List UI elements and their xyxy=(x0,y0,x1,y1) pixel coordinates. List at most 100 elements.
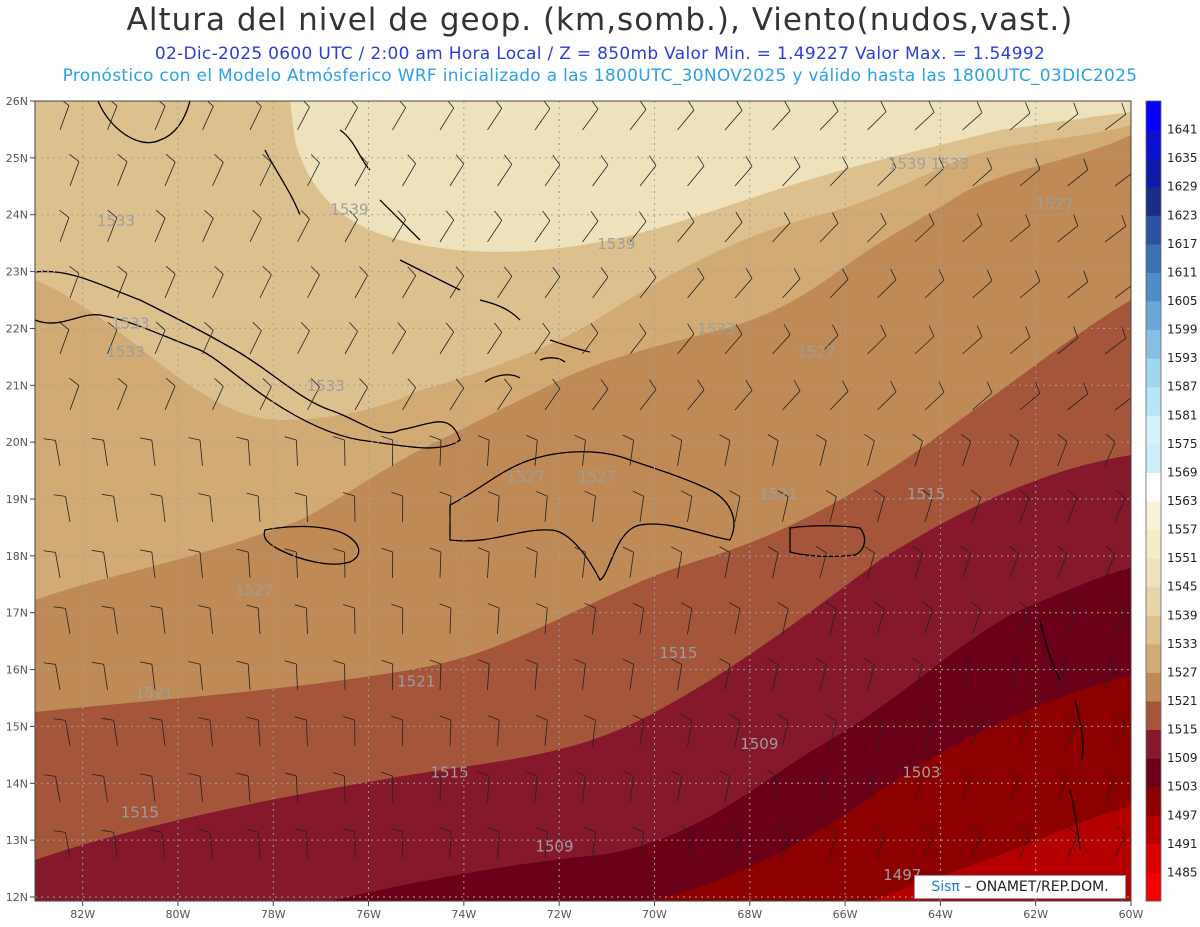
wind-barb-staff xyxy=(1057,337,1079,355)
wind-barb-feather xyxy=(43,438,56,441)
wind-barb-staff xyxy=(151,664,156,691)
wind-barb-feather xyxy=(236,548,249,553)
wind-barb-feather xyxy=(970,825,981,834)
wind-barb-staff xyxy=(439,440,442,467)
wind-barb-feather xyxy=(101,829,114,833)
wind-barb-staff xyxy=(972,609,982,635)
field-1539 xyxy=(35,101,1131,420)
wind-barb-feather xyxy=(864,433,875,442)
wind-barb-feather xyxy=(206,101,214,107)
contour-label: 1533 xyxy=(106,343,144,361)
wind-barb-feather xyxy=(960,657,971,666)
wind-barb-feather xyxy=(198,605,211,609)
wind-barb-staff xyxy=(249,106,262,131)
wind-barb-staff xyxy=(449,720,452,747)
wind-barb-staff xyxy=(972,497,982,523)
wind-barb-feather xyxy=(504,154,513,165)
wind-barb-staff xyxy=(154,329,166,355)
wind-barb-staff xyxy=(534,332,551,355)
wind-barb-staff xyxy=(344,331,358,355)
wind-barb-feather xyxy=(455,378,465,389)
colorbar-swatch xyxy=(1146,643,1161,673)
colorbar-label: 1629 xyxy=(1167,180,1198,194)
wind-barb-staff xyxy=(677,333,695,355)
lon-tick-label: 70W xyxy=(642,908,667,921)
colorbar-label: 1563 xyxy=(1167,494,1198,508)
wind-barb-staff xyxy=(449,496,452,523)
wind-barb-staff xyxy=(972,168,993,187)
contour-label: 1539 xyxy=(888,155,926,173)
wind-barb-feather xyxy=(767,434,779,441)
wind-barb-staff xyxy=(819,335,839,355)
wind-barb-staff xyxy=(151,440,156,467)
hispaniola-coast xyxy=(449,451,735,581)
wind-barb-feather xyxy=(381,547,393,553)
wind-barb-staff xyxy=(877,496,885,523)
wind-barb-staff xyxy=(724,440,731,467)
wind-barb-feather xyxy=(815,658,827,666)
wind-barb-feather xyxy=(1115,713,1126,723)
wind-barb-staff xyxy=(534,552,538,579)
wind-barb-staff xyxy=(867,776,875,803)
wind-barb-staff xyxy=(677,664,683,691)
wind-barb-staff xyxy=(914,111,935,131)
wind-barb-feather xyxy=(349,210,358,220)
wind-barb-staff xyxy=(914,553,923,579)
wind-barb-staff xyxy=(487,332,503,355)
wind-barb-feather xyxy=(590,323,599,334)
wind-barb-feather xyxy=(204,321,214,331)
wind-barb-feather xyxy=(793,156,801,168)
wind-barb-staff xyxy=(829,391,849,411)
wind-barb-staff xyxy=(55,776,61,803)
wind-barb-feather xyxy=(359,154,368,164)
colorbar-swatch xyxy=(1146,586,1161,616)
wind-barb-feather xyxy=(59,321,70,330)
wind-barb-staff xyxy=(629,333,647,355)
wind-barb-feather xyxy=(477,547,490,553)
wind-barb-feather xyxy=(680,490,692,497)
colorbar-swatch xyxy=(1146,301,1161,331)
wind-barb-feather xyxy=(91,661,104,665)
wind-barb-feather xyxy=(767,546,779,553)
wind-barb-feather xyxy=(107,321,118,331)
wind-barb-feather xyxy=(825,714,837,722)
wind-barb-staff xyxy=(297,106,310,131)
wind-barb-feather xyxy=(784,101,791,112)
colorbar-swatch xyxy=(1146,272,1161,302)
wind-barb-feather xyxy=(439,603,452,609)
wind-barb-staff xyxy=(247,776,251,803)
wind-barb-feather xyxy=(680,602,692,609)
wind-barb-staff xyxy=(639,277,657,299)
wind-barb-staff xyxy=(819,223,839,243)
wind-barb-feather xyxy=(912,433,923,442)
wind-barb-staff xyxy=(307,162,320,187)
wind-barb-staff xyxy=(772,110,791,131)
wind-barb-staff xyxy=(1009,441,1020,467)
contour-label: 1509 xyxy=(740,735,778,753)
wind-barb-staff xyxy=(724,664,731,691)
wind-barb-staff xyxy=(629,552,635,579)
wind-barb-feather xyxy=(1035,158,1041,170)
wind-barb-staff xyxy=(924,833,933,859)
wind-barb-feather xyxy=(381,771,393,777)
wind-barb-feather xyxy=(359,378,368,388)
colorbar-label: 1491 xyxy=(1167,837,1198,851)
wind-barb-staff xyxy=(1104,553,1116,579)
wind-barb-staff xyxy=(212,386,224,411)
contour-label: 1533 xyxy=(307,377,345,395)
wind-barb-feather xyxy=(165,377,176,387)
wind-barb-staff xyxy=(69,161,80,187)
wind-barb-feather xyxy=(815,546,827,554)
wind-barb-staff xyxy=(497,720,500,747)
wind-barb-staff xyxy=(687,389,705,411)
wind-barb-staff xyxy=(259,274,272,299)
wind-barb-staff xyxy=(449,163,465,187)
wind-barb-staff xyxy=(592,720,596,747)
wind-barb-feather xyxy=(445,322,455,333)
wind-barb-staff xyxy=(867,223,887,243)
colorbar-label: 1527 xyxy=(1167,665,1198,679)
wind-barb-staff xyxy=(1114,173,1131,187)
wind-barb-staff xyxy=(1114,285,1131,299)
wind-barb-feather xyxy=(783,212,791,224)
wind-barb-staff xyxy=(534,664,538,691)
